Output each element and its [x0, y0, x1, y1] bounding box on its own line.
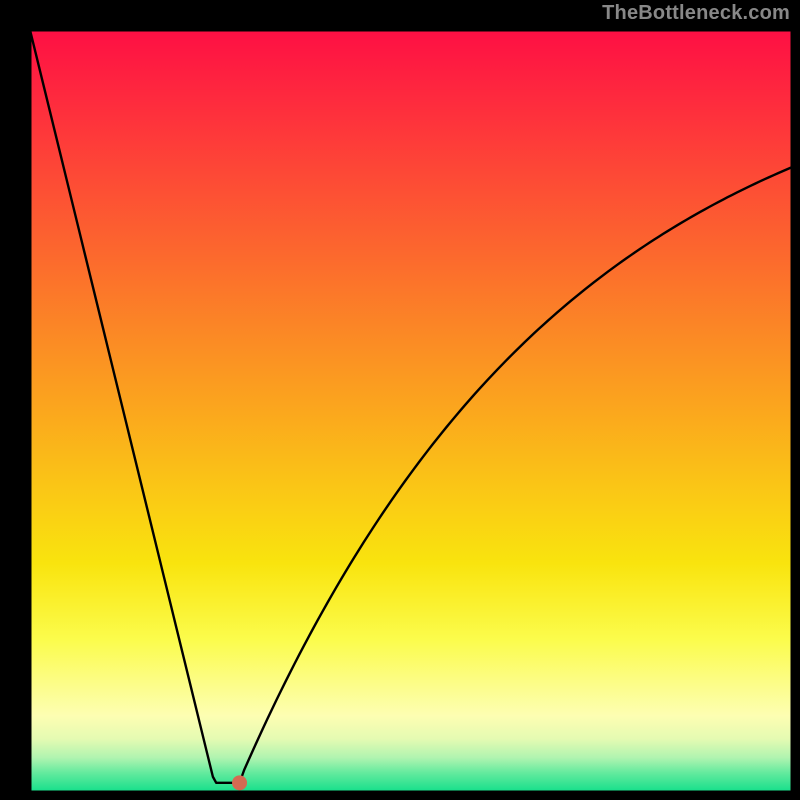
watermark-text: TheBottleneck.com [602, 2, 790, 25]
plot-area [30, 30, 792, 792]
bottleneck-chart [0, 0, 800, 800]
optimum-marker [232, 775, 247, 790]
chart-stage: TheBottleneck.com [0, 0, 800, 800]
gradient-background [30, 30, 792, 792]
